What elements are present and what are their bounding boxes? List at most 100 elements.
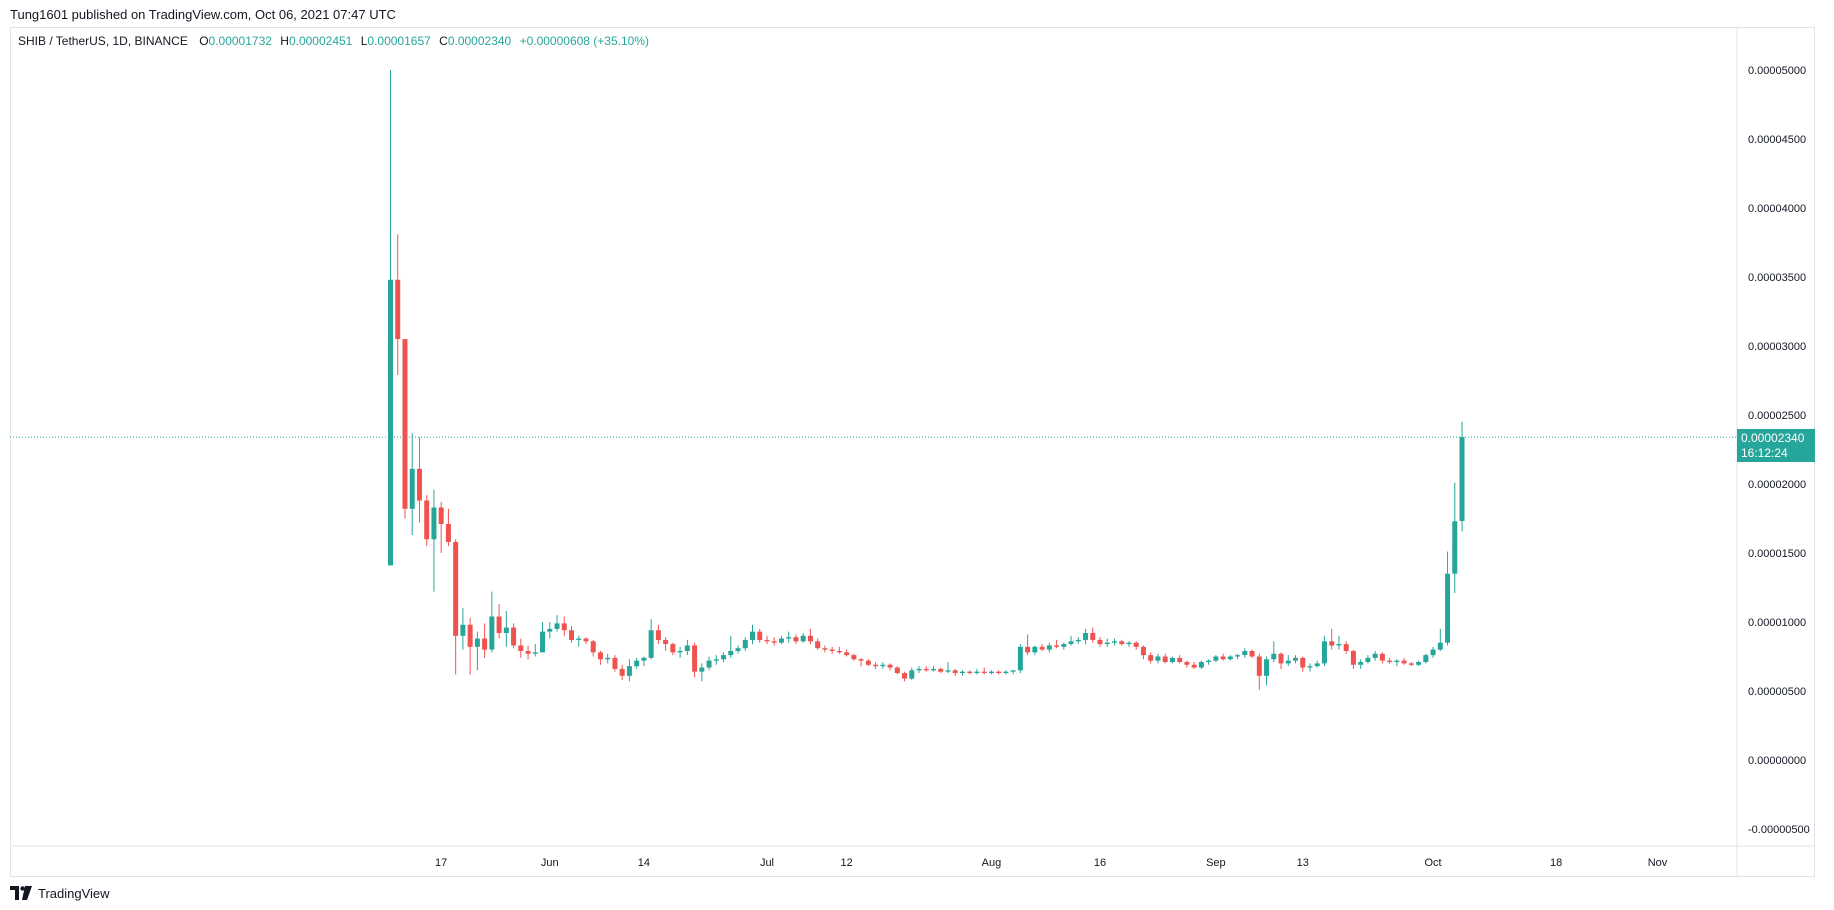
candle[interactable] bbox=[757, 628, 763, 643]
candle[interactable] bbox=[974, 668, 980, 675]
candle[interactable] bbox=[619, 664, 625, 680]
candle[interactable] bbox=[605, 653, 611, 664]
candle[interactable] bbox=[1350, 649, 1356, 669]
candle[interactable] bbox=[728, 635, 734, 658]
candle[interactable] bbox=[1090, 627, 1096, 643]
candle[interactable] bbox=[612, 655, 618, 672]
candle[interactable] bbox=[467, 617, 473, 675]
candle[interactable] bbox=[800, 633, 806, 643]
candle[interactable] bbox=[1148, 652, 1154, 664]
candle[interactable] bbox=[431, 489, 437, 592]
candle[interactable] bbox=[1061, 642, 1067, 650]
candle[interactable] bbox=[1365, 655, 1371, 664]
candle[interactable] bbox=[902, 671, 908, 682]
candle[interactable] bbox=[887, 663, 893, 671]
candle[interactable] bbox=[1285, 655, 1291, 667]
candle[interactable] bbox=[409, 432, 415, 536]
candle[interactable] bbox=[938, 667, 944, 674]
candle[interactable] bbox=[1075, 637, 1081, 645]
candle[interactable] bbox=[1220, 653, 1226, 661]
candle[interactable] bbox=[518, 638, 524, 658]
candle[interactable] bbox=[1213, 655, 1219, 663]
candle[interactable] bbox=[851, 653, 857, 661]
candle[interactable] bbox=[460, 608, 466, 650]
candle[interactable] bbox=[641, 656, 647, 667]
candle[interactable] bbox=[1083, 628, 1089, 645]
candle[interactable] bbox=[822, 645, 828, 653]
candle[interactable] bbox=[576, 635, 582, 647]
candle[interactable] bbox=[1387, 657, 1393, 664]
candle[interactable] bbox=[1416, 660, 1422, 667]
candle[interactable] bbox=[735, 645, 741, 654]
candle[interactable] bbox=[1039, 644, 1045, 651]
candle[interactable] bbox=[1329, 628, 1335, 650]
candle[interactable] bbox=[1177, 655, 1183, 664]
candle[interactable] bbox=[1264, 656, 1270, 686]
candle[interactable] bbox=[684, 639, 690, 656]
candle[interactable] bbox=[1278, 652, 1284, 669]
candle[interactable] bbox=[489, 591, 495, 653]
candle[interactable] bbox=[496, 604, 502, 639]
candle[interactable] bbox=[865, 659, 871, 667]
candle[interactable] bbox=[1293, 655, 1298, 664]
candle[interactable] bbox=[909, 667, 915, 680]
candle[interactable] bbox=[503, 610, 509, 647]
candle[interactable] bbox=[648, 619, 654, 660]
candle[interactable] bbox=[402, 339, 408, 519]
candle[interactable] bbox=[590, 639, 596, 657]
tradingview-footer[interactable]: TradingView bbox=[10, 882, 110, 904]
candle[interactable] bbox=[1300, 656, 1306, 672]
candle[interactable] bbox=[858, 657, 864, 667]
candle[interactable] bbox=[663, 637, 669, 651]
candle[interactable] bbox=[1249, 649, 1255, 658]
candle[interactable] bbox=[988, 670, 994, 675]
candle[interactable] bbox=[554, 615, 560, 632]
candle[interactable] bbox=[967, 670, 973, 675]
candle[interactable] bbox=[873, 662, 879, 669]
candle[interactable] bbox=[634, 657, 640, 669]
candle[interactable] bbox=[597, 650, 603, 665]
candle[interactable] bbox=[1394, 659, 1400, 667]
candle[interactable] bbox=[532, 644, 538, 657]
candle[interactable] bbox=[793, 634, 799, 645]
candle[interactable] bbox=[1372, 650, 1378, 661]
candle[interactable] bbox=[395, 234, 401, 375]
candle[interactable] bbox=[1162, 653, 1168, 664]
candle[interactable] bbox=[721, 652, 727, 663]
candle[interactable] bbox=[786, 631, 792, 643]
candle[interactable] bbox=[561, 616, 567, 636]
candle[interactable] bbox=[1097, 637, 1103, 647]
candle[interactable] bbox=[482, 623, 488, 658]
candle[interactable] bbox=[1054, 639, 1060, 649]
candle[interactable] bbox=[1227, 655, 1233, 661]
candle[interactable] bbox=[1242, 648, 1248, 658]
candle[interactable] bbox=[996, 670, 1002, 675]
candle[interactable] bbox=[655, 624, 661, 645]
candle[interactable] bbox=[677, 646, 683, 658]
candle[interactable] bbox=[750, 624, 755, 645]
candle[interactable] bbox=[445, 508, 451, 547]
candle[interactable] bbox=[1423, 653, 1429, 664]
candle[interactable] bbox=[1336, 635, 1342, 650]
candle[interactable] bbox=[699, 663, 705, 682]
candle[interactable] bbox=[1314, 660, 1320, 668]
candle[interactable] bbox=[829, 646, 835, 654]
candle[interactable] bbox=[692, 642, 698, 678]
candle[interactable] bbox=[525, 645, 531, 660]
candle[interactable] bbox=[1459, 421, 1465, 532]
candle[interactable] bbox=[1017, 644, 1023, 674]
candle[interactable] bbox=[1307, 663, 1313, 672]
candle[interactable] bbox=[894, 666, 900, 675]
candle[interactable] bbox=[583, 637, 589, 645]
candle[interactable] bbox=[1445, 551, 1451, 646]
candle[interactable] bbox=[815, 638, 821, 650]
candle[interactable] bbox=[1003, 670, 1009, 675]
candle[interactable] bbox=[923, 666, 929, 672]
candle[interactable] bbox=[453, 539, 459, 675]
candle[interactable] bbox=[1169, 656, 1175, 664]
candle[interactable] bbox=[1104, 638, 1110, 647]
candle[interactable] bbox=[764, 635, 770, 645]
candle[interactable] bbox=[778, 635, 784, 645]
candle[interactable] bbox=[438, 501, 444, 553]
